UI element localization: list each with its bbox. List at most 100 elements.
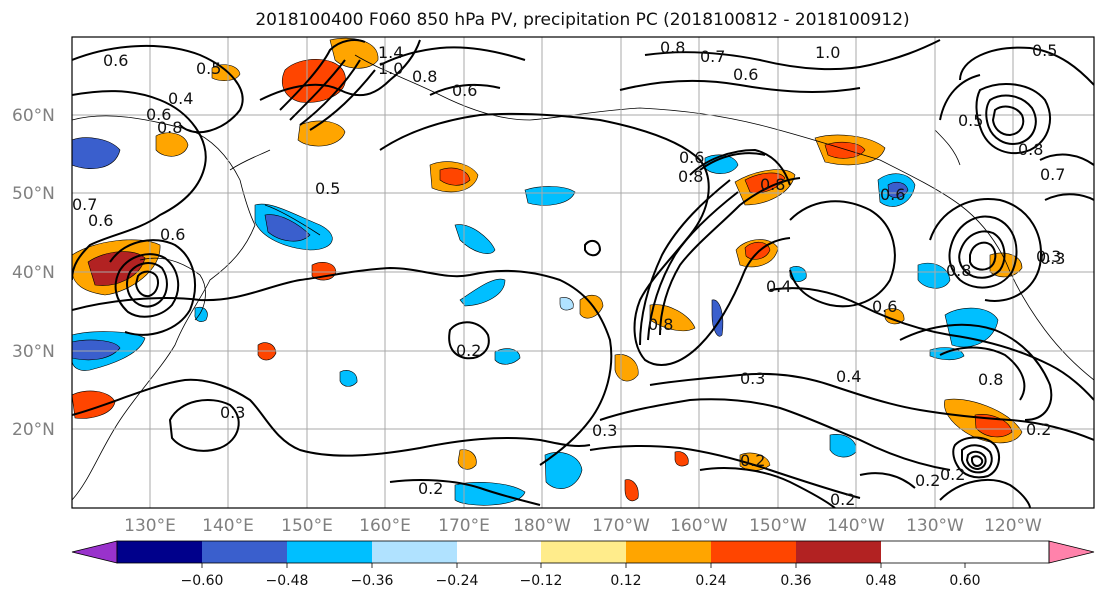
contour-labels: 0.6 0.5 0.4 1.4 1.0 0.8 0.6 0.8 0.7 0.6 … — [72, 38, 1065, 509]
precip-blob — [559, 297, 574, 311]
map-title: 2018100400 F060 850 hPa PV, precipitatio… — [255, 10, 910, 30]
colorbar-tick-label: −0.60 — [181, 573, 224, 589]
contour-label: 0.7 — [700, 47, 725, 66]
colorbar-extend-high — [1048, 540, 1095, 564]
precip-blob — [194, 307, 208, 322]
lon-label: 140°E — [202, 516, 254, 536]
precip-blob — [72, 339, 121, 361]
lon-label: 180°W — [513, 516, 571, 536]
contour-label: 0.4 — [766, 277, 791, 296]
contour-label: 0.6 — [872, 297, 897, 316]
colorbar-tick-label: 0.60 — [949, 573, 980, 589]
contour-label: 0.3 — [592, 421, 617, 440]
colorbar-tick-label: 0.36 — [780, 573, 811, 589]
precip-blob — [457, 449, 477, 470]
contour-label: 0.8 — [946, 261, 971, 280]
contour-label: 0.2 — [830, 490, 855, 509]
contour-label: 0.8 — [157, 118, 182, 137]
precip-blob — [624, 479, 639, 502]
longitude-labels: 130°E 140°E 150°E 160°E 170°E 180°W 170°… — [124, 516, 1042, 536]
contour-label: 0.5 — [1032, 41, 1057, 60]
precip-blob — [454, 482, 526, 506]
contour-label: 0.4 — [168, 89, 193, 108]
contour-label: 0.2 — [1026, 420, 1051, 439]
lon-label: 150°E — [281, 516, 333, 536]
contour-label: 0.3 — [740, 369, 765, 388]
colorbar-segment — [202, 541, 287, 563]
colorbar-tick-labels: −0.60 −0.48 −0.36 −0.24 −0.12 0.12 0.24 … — [181, 573, 981, 589]
precip-blob — [884, 308, 905, 325]
precip-blob — [454, 224, 496, 254]
colorbar-ticks — [201, 563, 966, 568]
lat-label: 20°N — [12, 420, 55, 440]
contour-label: 0.8 — [760, 175, 785, 194]
colorbar-tick-label: 0.48 — [865, 573, 896, 589]
colorbar-segment — [457, 541, 541, 563]
contour-label: 1.4 — [378, 43, 403, 62]
contour-label: 0.5 — [315, 179, 340, 198]
lon-label: 160°W — [670, 516, 728, 536]
contour-label: 0.8 — [412, 67, 437, 86]
precip-blob — [439, 167, 471, 186]
contour-label: 0.6 — [880, 185, 905, 204]
precip-blob — [72, 137, 121, 169]
lon-label: 130°W — [906, 516, 964, 536]
contour-label: 0.3 — [220, 403, 245, 422]
colorbar-outline — [116, 540, 1050, 564]
contour-label: 0.2 — [740, 451, 765, 470]
contour-label: 0.6 — [452, 81, 477, 100]
colorbar-segment — [372, 541, 457, 563]
lat-label: 30°N — [12, 342, 55, 362]
contour-label: 0.6 — [160, 225, 185, 244]
lat-label: 50°N — [12, 184, 55, 204]
precip-blob — [974, 414, 1013, 438]
contour-label: 0.8 — [1018, 140, 1043, 159]
colorbar-segment — [117, 541, 202, 563]
precip-blob — [339, 370, 358, 387]
colorbar-tick-label: −0.24 — [436, 573, 479, 589]
contour-label: 0.6 — [88, 211, 113, 230]
contour-label: 0.2 — [418, 479, 443, 498]
map-panel: 0.6 0.5 0.4 1.4 1.0 0.8 0.6 0.8 0.7 0.6 … — [71, 36, 1095, 509]
contour-label: 0.5 — [196, 59, 221, 78]
latitude-labels: 60°N 50°N 40°N 30°N 20°N — [12, 106, 55, 440]
contour-label: 0.7 — [72, 195, 97, 214]
colorbar: −0.60 −0.48 −0.36 −0.24 −0.12 0.12 0.24 … — [71, 540, 1095, 589]
precip-blob — [674, 451, 689, 467]
lat-label: 40°N — [12, 263, 55, 283]
colorbar-segment — [796, 541, 881, 563]
colorbar-tick-label: −0.12 — [520, 573, 563, 589]
map-frame — [71, 36, 1095, 509]
precip-blob — [887, 181, 909, 199]
precip-blob — [524, 186, 576, 206]
lon-label: 130°E — [124, 516, 176, 536]
lon-label: 120°W — [984, 516, 1042, 536]
lon-label: 150°W — [749, 516, 807, 536]
contour-label: 0.7 — [1040, 165, 1065, 184]
contour-label: 1.0 — [815, 43, 840, 62]
pv-contours — [72, 39, 1094, 508]
precip-blob — [264, 214, 311, 242]
contour-label: 0.5 — [958, 111, 983, 130]
precip-blob — [297, 120, 346, 147]
colorbar-extend-low — [71, 540, 118, 564]
colorbar-segment — [711, 541, 796, 563]
colorbar-tick-label: 0.12 — [610, 573, 641, 589]
contour-label: 0.8 — [660, 38, 685, 57]
contour-label: 1.0 — [378, 59, 403, 78]
precip-blob — [494, 348, 521, 365]
colorbar-segment — [626, 541, 711, 563]
contour-label: 0.3 — [1036, 247, 1061, 266]
colorbar-segment — [541, 541, 626, 563]
contour-label: 0.6 — [103, 51, 128, 70]
contour-label: 0.6 — [733, 65, 758, 84]
lat-label: 60°N — [12, 106, 55, 126]
precip-blob — [155, 132, 189, 157]
precip-blob — [459, 278, 506, 307]
precip-blob — [544, 451, 583, 489]
precip-blob — [917, 262, 951, 289]
contour-label: 0.2 — [915, 471, 940, 490]
colorbar-tick-label: −0.36 — [351, 573, 394, 589]
contour-label: 0.6 — [146, 105, 171, 124]
